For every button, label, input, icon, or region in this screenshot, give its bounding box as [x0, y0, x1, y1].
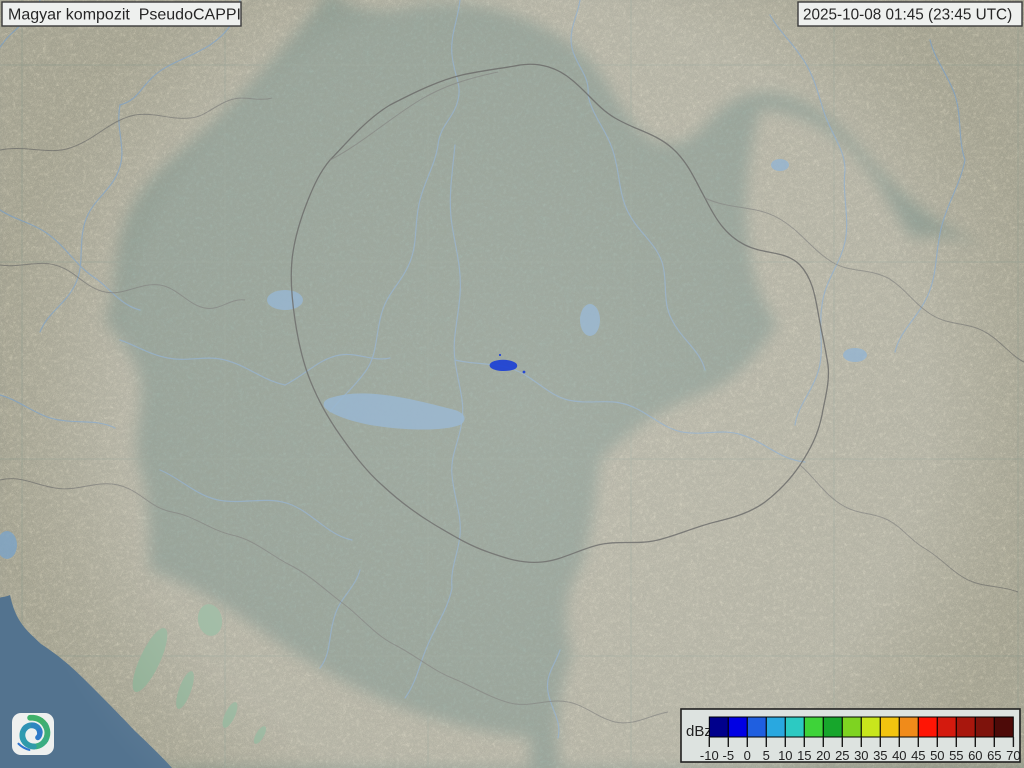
svg-text:20: 20 [816, 748, 830, 763]
svg-text:45: 45 [911, 748, 925, 763]
svg-text:50: 50 [930, 748, 944, 763]
svg-text:-5: -5 [723, 748, 735, 763]
svg-text:dBz: dBz [686, 723, 712, 740]
svg-text:2025-10-08 01:45 (23:45 UTC): 2025-10-08 01:45 (23:45 UTC) [803, 7, 1012, 24]
svg-text:65: 65 [987, 748, 1001, 763]
svg-text:10: 10 [778, 748, 792, 763]
svg-text:55: 55 [949, 748, 963, 763]
svg-text:30: 30 [854, 748, 868, 763]
svg-text:25: 25 [835, 748, 849, 763]
svg-text:40: 40 [892, 748, 906, 763]
svg-text:15: 15 [797, 748, 811, 763]
svg-text:60: 60 [968, 748, 982, 763]
svg-text:0: 0 [744, 748, 751, 763]
svg-text:-10: -10 [700, 748, 719, 763]
svg-text:35: 35 [873, 748, 887, 763]
svg-text:Magyar kompozit PseudoCAPPI: Magyar kompozit PseudoCAPPI [8, 7, 241, 24]
svg-text:70: 70 [1006, 748, 1020, 763]
svg-text:5: 5 [763, 748, 770, 763]
